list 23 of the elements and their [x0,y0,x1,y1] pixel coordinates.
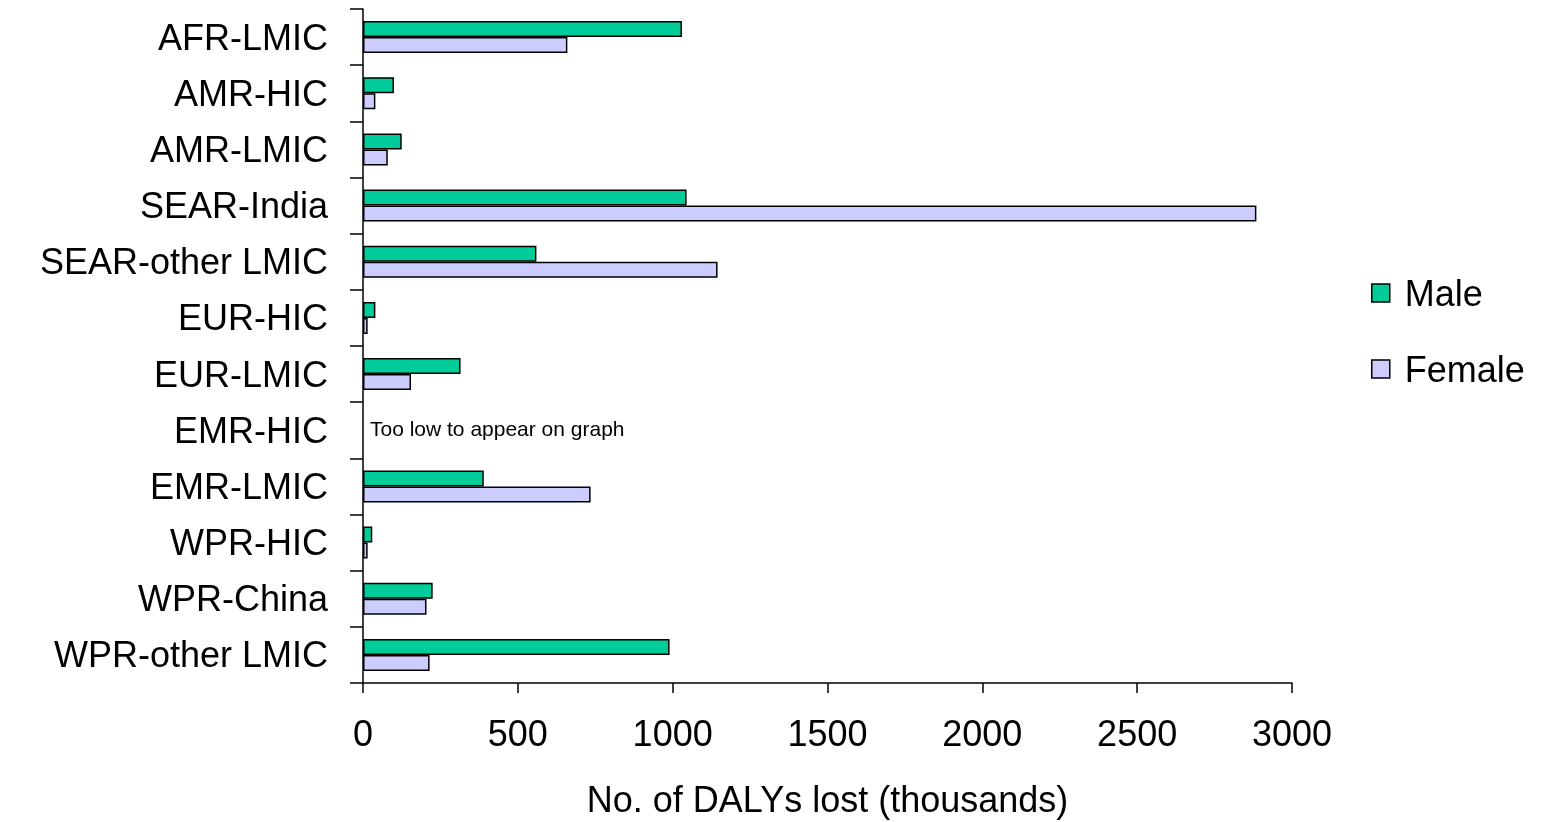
x-tick-label: 2500 [1097,712,1178,754]
x-tick-label: 3000 [1251,712,1333,754]
y-tick-label: SEAR-other LMIC [39,241,328,283]
x-tick-label: 500 [487,712,548,754]
y-tick-label: WPR-other LMIC [53,634,328,676]
y-tick-label: EUR-HIC [178,297,328,339]
y-tick-label: AMR-HIC [174,72,328,114]
x-tick-label: 1500 [787,712,868,754]
y-tick-label: AMR-LMIC [150,128,328,170]
annotation: Too low to appear on graph [370,417,625,441]
x-tick-label: 2000 [942,712,1023,754]
y-tick-label: AFR-LMIC [158,16,328,58]
y-tick-label: EMR-HIC [174,409,328,451]
legend-label: Male [1404,272,1483,314]
x-tick-label: 1000 [632,712,713,754]
y-tick-label: EUR-LMIC [153,353,328,395]
y-tick-label: WPR-China [137,578,329,620]
legend-label: Female [1404,348,1525,390]
y-tick-label: WPR-HIC [170,522,328,564]
y-tick-label: EMR-LMIC [150,465,328,507]
x-axis-title: No. of DALYs lost (thousands) [586,778,1069,820]
x-tick-label: 0 [352,712,374,754]
y-tick-label: SEAR-India [139,185,329,227]
